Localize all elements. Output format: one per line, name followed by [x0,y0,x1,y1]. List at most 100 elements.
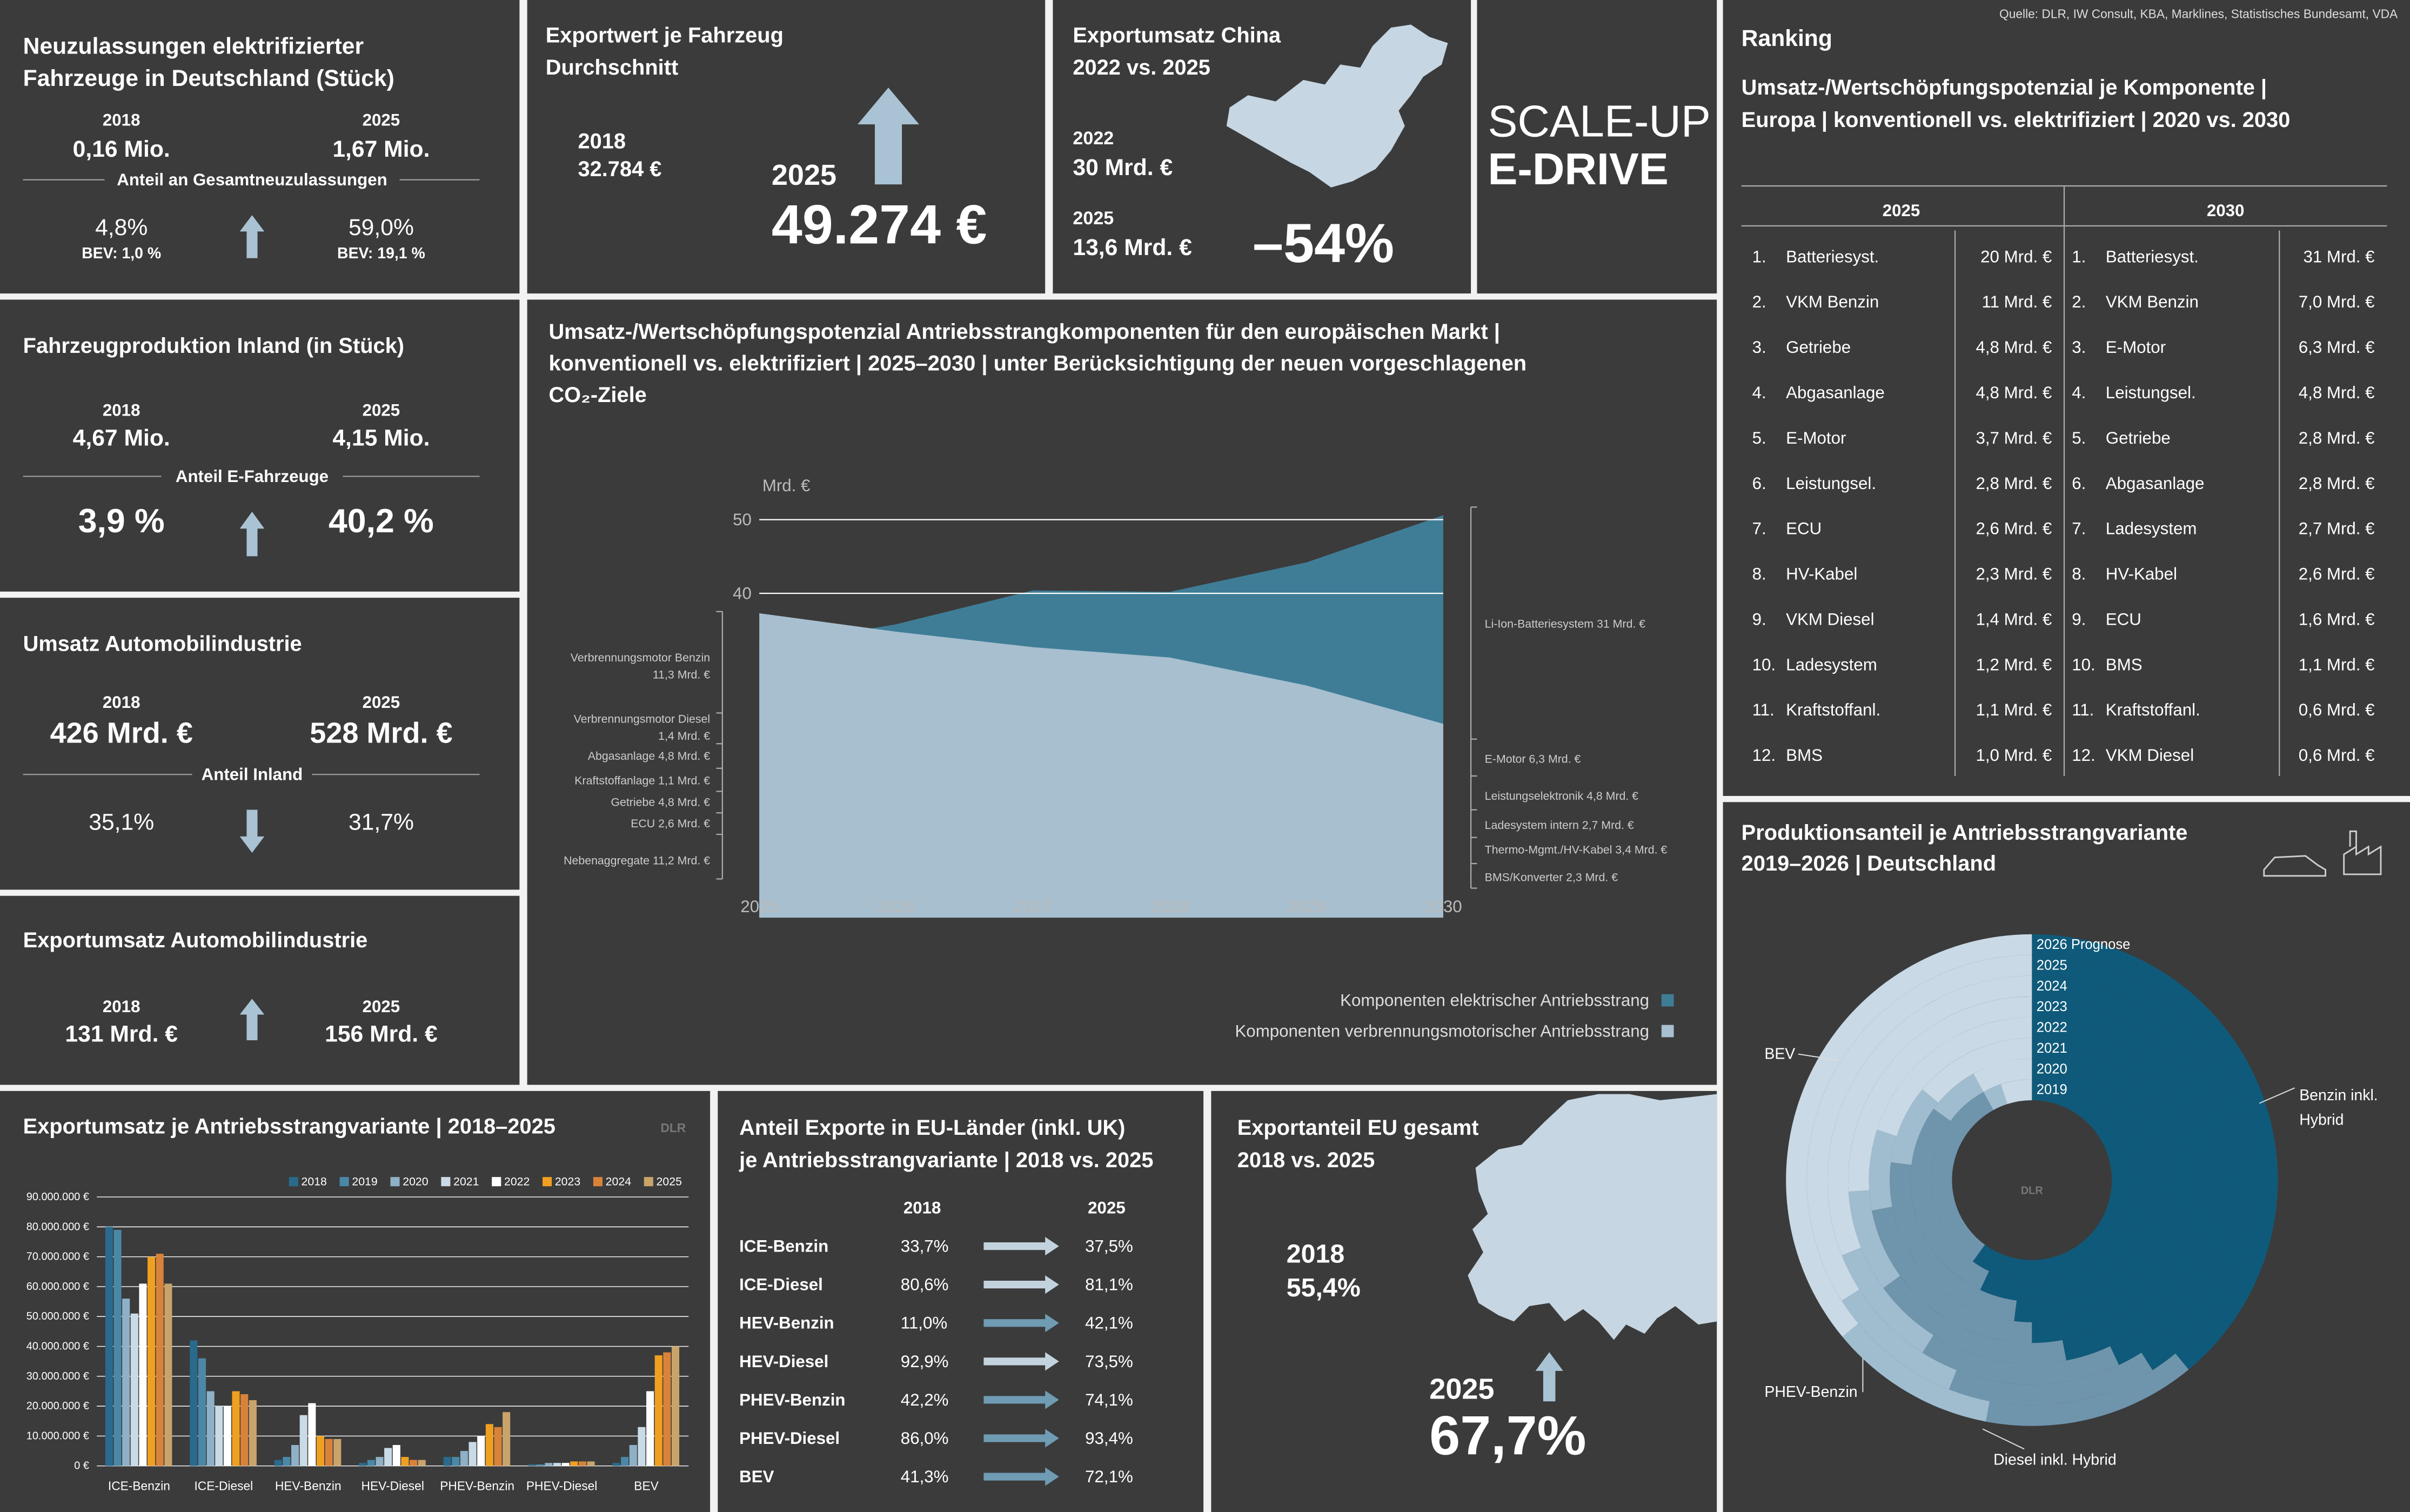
bar [299,1415,307,1466]
bar [190,1340,198,1466]
label: HEV-Benzin [275,1479,342,1493]
label: BMS/Konverter 2,3 Mrd. € [1485,871,1618,884]
label: BEV: 1,0 % [82,245,161,262]
label: CO₂-Ziele [548,383,646,407]
arrow-icon [983,1352,1059,1371]
label: 2029 [1288,897,1326,916]
label: 4,67 Mio. [73,425,170,451]
label: Ladesystem [1786,655,1877,674]
area [759,613,1443,918]
label: DLR [660,1121,686,1135]
label: 0 € [74,1460,89,1472]
label: 72,1% [1085,1467,1133,1486]
label: 2,7 Mrd. € [2299,519,2375,538]
label: VKM Benzin [2106,292,2199,311]
bar [232,1391,240,1466]
label: PHEV-Benzin [1764,1383,1857,1401]
label: Exportumsatz China [1073,23,1281,47]
label: 1,0 Mrd. € [1976,746,2052,765]
label: 2020 [2037,1061,2067,1076]
label: 2022 [2037,1020,2067,1035]
label: 1,6 Mrd. € [2299,610,2375,628]
label: ECU [1786,519,1822,538]
ring-segment [1877,1017,2032,1136]
label: 2018 [103,693,140,712]
label: 11 Mrd. € [1981,292,2052,311]
divider [1982,1428,2025,1450]
label: 2022 [504,1175,530,1188]
bar [553,1463,561,1466]
label: Kraftstoffanlage 1,1 Mrd. € [574,774,710,787]
label: 40.000.000 € [26,1341,89,1353]
label: 50.000.000 € [26,1310,89,1322]
bar [113,1229,122,1466]
label: Abgasanlage [2106,474,2205,493]
label: 1,1 Mrd. € [2299,655,2375,674]
label: Quelle: DLR, IW Consult, KBA, Marklines,… [1999,7,2398,21]
label: 2018 [903,1198,941,1217]
label: 4,15 Mio. [332,425,430,451]
label: 156 Mrd. € [325,1021,438,1047]
bar [333,1439,342,1466]
label: E-DRIVE [1488,144,1669,194]
label: VKM Diesel [1786,610,1874,628]
label: 40 [733,584,752,603]
ring-segment [1890,1162,2017,1321]
label: Durchschnitt [546,56,678,79]
label: 4,8% [95,215,148,240]
label: 2025 [657,1175,682,1188]
label: konventionell vs. elektrifiziert | 2025–… [548,351,1527,375]
ring-segment [1983,1084,2007,1110]
label: Komponenten verbrennungsmotorischer Antr… [1235,1021,1649,1040]
label: 31,7% [349,809,414,835]
panel [0,0,520,294]
arrow-icon [983,1390,1059,1409]
label: 1,2 Mrd. € [1976,655,2052,674]
ring-segment [1933,1073,1984,1121]
bar [452,1457,460,1466]
label: Exportumsatz je Antriebsstrangvariante |… [23,1114,555,1138]
label: 3. [1752,338,1766,357]
label: 74,1% [1085,1390,1133,1409]
label: 10. [2072,655,2095,674]
bar [494,1427,502,1466]
label: 2026 [877,897,915,916]
label: Europa | konventionell vs. elektrifizier… [1742,108,2291,132]
label: 2030 [2207,201,2245,220]
label: 3,9 % [78,502,165,540]
ring-segment [1842,1323,1990,1422]
label: 2019 [352,1175,377,1188]
ring-segment [1973,1059,2032,1092]
label: 20.000.000 € [26,1400,89,1412]
label: 4. [1752,383,1766,402]
label: je Antriebsstrangvariante | 2018 vs. 202… [739,1148,1153,1172]
label: 2018 [1287,1239,1345,1268]
label: 42,2% [901,1390,949,1409]
label: 0,6 Mrd. € [2299,700,2375,719]
label: 528 Mrd. € [310,717,452,749]
label: PHEV-Benzin [739,1390,845,1409]
label: 49.274 € [772,193,987,256]
bar [536,1464,544,1466]
bar [291,1444,299,1466]
bar [164,1283,172,1466]
label: 1,67 Mio. [332,136,430,162]
label: 2025 [1073,208,1114,229]
bar [503,1412,511,1466]
arrow-icon [983,1314,1059,1333]
legend-swatch [390,1177,400,1187]
label: ICE-Benzin [108,1479,170,1493]
ring-segment [1922,1335,2119,1384]
label: 4,8 Mrd. € [2299,383,2375,402]
ring-segment [2032,975,2237,1365]
label: PHEV-Benzin [440,1479,514,1493]
bar [139,1283,147,1466]
ring-segment [2032,996,2216,1361]
legend-swatch [644,1177,653,1187]
ring-segment [1891,1089,1939,1165]
bar [629,1444,637,1466]
bar [274,1460,282,1466]
label: 11. [1752,700,1775,719]
bar [545,1463,553,1466]
